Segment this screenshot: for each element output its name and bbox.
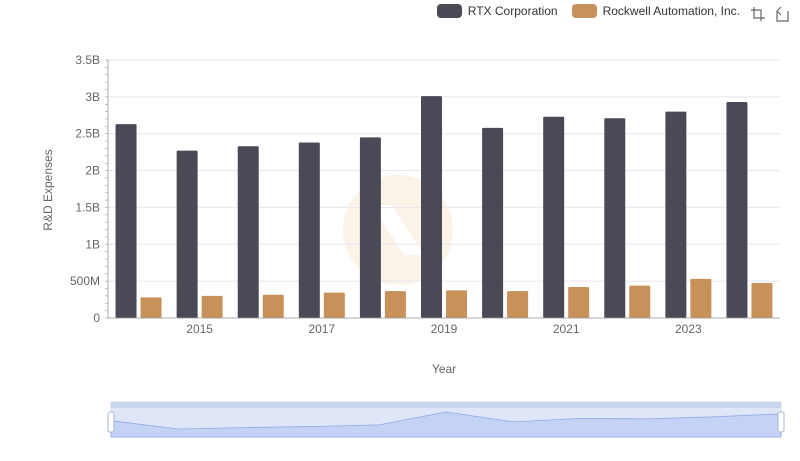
bar-rockwell-2023[interactable]	[690, 278, 712, 318]
legend-swatch-rtx	[436, 4, 462, 18]
y-tick-label: 2B	[85, 164, 100, 178]
y-tick-label: 2.5B	[75, 127, 100, 141]
x-tick-label: 2017	[308, 322, 335, 336]
legend-item-rockwell[interactable]: Rockwell Automation, Inc.	[571, 4, 740, 18]
bar-rtx-2019[interactable]	[421, 96, 442, 319]
y-tick-label: 1.5B	[75, 200, 100, 214]
y-tick-label: 500M	[70, 274, 100, 288]
bar-rockwell-2014[interactable]	[140, 297, 162, 318]
x-tick-label: 2023	[675, 322, 702, 336]
zoom-handle-right[interactable]	[777, 411, 785, 433]
bar-rockwell-2018[interactable]	[384, 291, 406, 318]
y-axis: 0 500M 1B 1.5B 2B 2.5B 3B 3.5B	[70, 53, 109, 325]
x-tick-label: 2021	[553, 322, 580, 336]
y-tick-label: 1B	[85, 237, 100, 251]
bar-rockwell-2024[interactable]	[751, 282, 773, 318]
bar-rtx-2014[interactable]	[115, 124, 137, 318]
legend-swatch-rockwell	[571, 4, 597, 18]
bars	[115, 96, 773, 319]
y-axis-title: R&D Expenses	[41, 149, 55, 231]
bar-rockwell-2017[interactable]	[323, 292, 345, 318]
legend-item-rtx[interactable]: RTX Corporation	[436, 4, 558, 18]
bar-rtx-2015[interactable]	[176, 150, 198, 318]
y-tick-label: 3B	[85, 90, 100, 104]
bar-rtx-2024[interactable]	[726, 102, 748, 318]
x-tick-label: 2019	[431, 322, 458, 336]
data-zoom-slider[interactable]	[107, 401, 785, 438]
zoom-preview-line	[110, 411, 782, 438]
bar-rtx-2017[interactable]	[298, 142, 320, 318]
legend-label-rockwell: Rockwell Automation, Inc.	[602, 4, 740, 18]
bar-rockwell-2021[interactable]	[568, 287, 590, 318]
bar-rtx-2022[interactable]	[604, 118, 626, 318]
toolbox	[750, 6, 790, 22]
bar-rtx-2018[interactable]	[359, 137, 381, 318]
restore-icon[interactable]	[774, 6, 790, 22]
bar-rockwell-2020[interactable]	[507, 291, 529, 318]
x-axis-title: Year	[431, 362, 457, 376]
bar-rtx-2020[interactable]	[482, 127, 504, 319]
bar-rockwell-2015[interactable]	[201, 295, 223, 318]
zoom-top-bar[interactable]	[111, 402, 781, 408]
bar-rtx-2023[interactable]	[665, 111, 687, 318]
y-tick-label: 0	[93, 311, 100, 325]
zoom-handle-left[interactable]	[107, 411, 115, 433]
legend-label-rtx: RTX Corporation	[467, 4, 558, 18]
legend: RTX Corporation Rockwell Automation, Inc…	[436, 4, 740, 18]
bar-rockwell-2022[interactable]	[629, 285, 651, 318]
y-tick-label: 3.5B	[75, 53, 100, 67]
bar-rockwell-2016[interactable]	[262, 294, 284, 318]
x-tick-label: 2015	[186, 322, 213, 336]
bar-rtx-2021[interactable]	[543, 116, 565, 318]
bar-rtx-2016[interactable]	[237, 146, 259, 318]
bar-rockwell-2019[interactable]	[446, 290, 467, 318]
x-axis: 2015 2017 2019 2021 2023	[108, 317, 780, 336]
zoom-icon[interactable]	[750, 6, 766, 22]
